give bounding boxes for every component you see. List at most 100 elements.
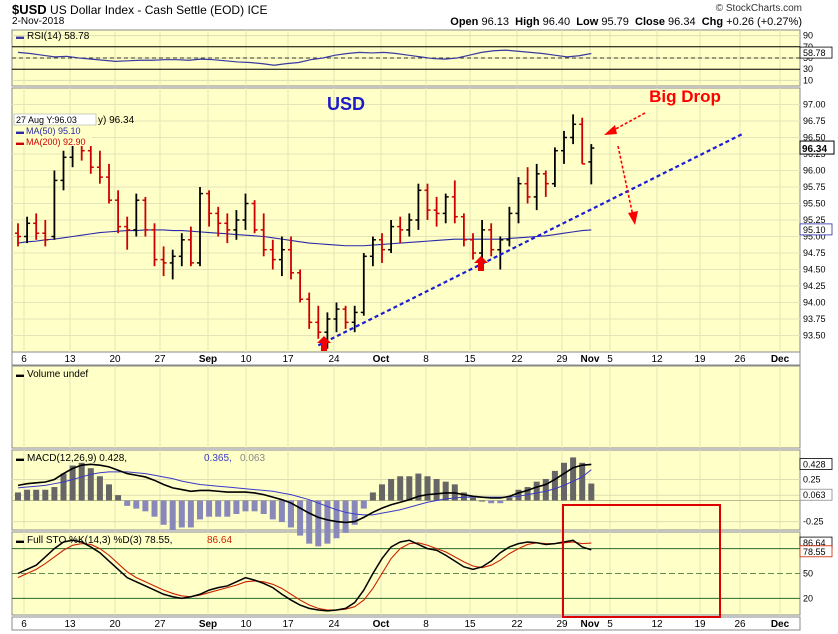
x-axis-bottom	[11, 616, 801, 631]
macd-hist-bar	[151, 500, 158, 517]
x-tick-label: Oct	[373, 619, 390, 630]
high-value: 96.40	[542, 16, 571, 28]
macd-hist-bar	[51, 487, 58, 501]
ohlc-bar	[42, 220, 49, 247]
x-tick-label: 6	[21, 619, 27, 630]
big-drop-arrow-1	[611, 112, 646, 132]
watermark: © StockCharts.com	[715, 3, 802, 14]
chg-label: Chg	[701, 16, 724, 28]
ohlc-bar	[379, 233, 385, 263]
ohlc-bar	[524, 167, 531, 204]
open-label: Open	[450, 16, 479, 28]
ohlc-bar	[151, 223, 158, 267]
macd-hist-bar	[288, 500, 294, 528]
macd-signal-line	[17, 469, 592, 516]
ohlc-bar	[470, 233, 476, 260]
ohlc-bar	[260, 213, 267, 257]
x-tick-label: 26	[734, 354, 746, 365]
ohlc-bar	[460, 213, 467, 247]
macd-hist-bar	[297, 500, 304, 536]
sto-k-last-label: 86.64	[803, 538, 826, 548]
big-drop-arrowhead-1	[604, 125, 617, 135]
x-tick-label: 12	[651, 619, 663, 630]
x-tick-label: 22	[511, 354, 523, 365]
ohlc-bar	[96, 150, 103, 184]
x-tick-label: 8	[423, 619, 429, 630]
ohlc-bar	[442, 193, 449, 224]
symbol: $USD	[12, 2, 47, 17]
ohlc-bar	[579, 117, 586, 165]
ma200-swatch: ▬	[16, 138, 24, 147]
rsi-legend: RSI(14) 58.78	[27, 31, 90, 42]
rsi-last-box	[799, 46, 833, 59]
macd-last-label: 0.428	[803, 459, 826, 469]
macd-hist-bar	[278, 500, 285, 523]
chart-title: $USD US Dollar Index - Cash Settle (EOD)…	[12, 2, 267, 17]
x-tick-label: 20	[109, 354, 121, 365]
x-tick-label: Nov	[581, 354, 600, 365]
x-tick-label: 19	[694, 354, 706, 365]
x-tick-label: 15	[464, 354, 476, 365]
macd-legend: MACD(12,26,9) 0.428,	[27, 453, 127, 464]
big-drop-arrowhead-2	[628, 211, 638, 225]
ohlc-bar	[169, 249, 176, 280]
macd-hist-bar	[24, 489, 31, 501]
sto-tick: 20	[803, 593, 813, 603]
macd-hist-bar	[15, 492, 21, 501]
sto-swatch: ▬	[16, 536, 24, 545]
macd-hist-bar	[106, 484, 112, 501]
high-label: High	[515, 16, 540, 28]
ohlc-bar	[415, 183, 422, 230]
x-tick-label: 22	[511, 619, 523, 630]
panel-macd	[11, 449, 801, 531]
x-tick-label: 13	[64, 354, 76, 365]
macd-hist-bar	[260, 500, 267, 514]
sto-legend: Full STO %K(14,3) %D(3) 78.55,	[27, 535, 172, 546]
close-last-box	[799, 140, 835, 155]
macd-hist-bar	[251, 500, 258, 512]
macd-hist-bar	[215, 500, 222, 517]
ohlc-bar	[288, 236, 294, 280]
macd-hist-bar	[306, 500, 313, 544]
ma50-legend: MA(50) 95.10	[26, 126, 81, 136]
ohlc-bar	[488, 223, 495, 257]
x-tick-label: 24	[328, 354, 340, 365]
ohlc-readout: Open 96.13 High 96.40 Low 95.79 Close 96…	[450, 16, 802, 28]
macd-hist-bar	[424, 476, 431, 501]
ohlc-bar	[51, 170, 58, 240]
macd-hist-bar	[197, 500, 203, 520]
macd-hist-bar	[78, 462, 85, 501]
x-tick-label: 8	[423, 354, 429, 365]
up-arrow-icon	[474, 256, 488, 271]
x-tick-label: Dec	[771, 619, 790, 630]
sto-d-line	[17, 541, 592, 611]
ohlc-bar	[233, 210, 240, 240]
macd-hist-bar	[524, 487, 531, 501]
ohlc-bar	[561, 130, 567, 164]
ohlc-bar	[497, 236, 504, 270]
highlight-box	[562, 504, 721, 618]
macd-legend-signal: 0.365,	[204, 453, 232, 464]
macd-hist-bar	[579, 462, 586, 501]
x-tick-label: 15	[464, 619, 476, 630]
ohlc-bar	[351, 305, 358, 333]
x-tick-label: 10	[240, 354, 252, 365]
macd-hist-bar	[388, 478, 395, 501]
sto-d-last-label: 78.55	[803, 547, 826, 557]
ohlc-bar	[551, 147, 558, 187]
legend-close: y) 96.34	[98, 115, 135, 126]
price-tick: 96.00	[803, 166, 826, 176]
ohlc-bar	[297, 269, 304, 303]
ohlc-bar	[278, 236, 285, 277]
ohlc-bar	[106, 163, 112, 204]
macd-hist-bar	[433, 478, 440, 501]
price-tick: 95.00	[803, 232, 826, 242]
up-arrow-icon	[317, 336, 331, 351]
macd-hist-bar	[60, 473, 67, 501]
sto-k-line	[17, 539, 592, 612]
x-tick-label: 19	[694, 619, 706, 630]
close-label: Close	[635, 16, 665, 28]
ohlc-bar	[178, 233, 185, 267]
macd-hist-bar	[333, 500, 340, 539]
ohlc-bar	[369, 236, 376, 267]
